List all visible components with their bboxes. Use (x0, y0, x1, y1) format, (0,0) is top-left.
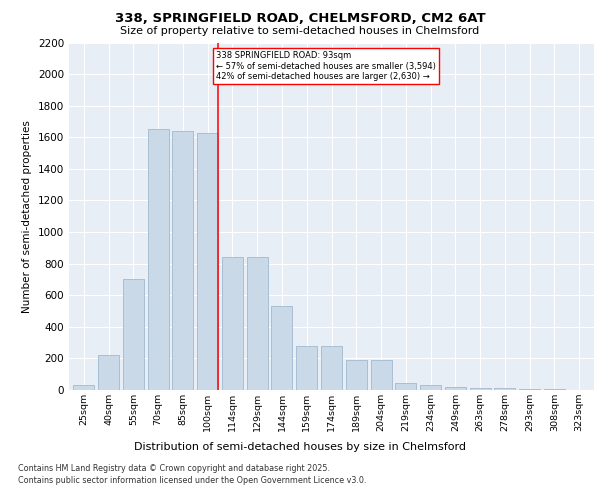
Text: Distribution of semi-detached houses by size in Chelmsford: Distribution of semi-detached houses by … (134, 442, 466, 452)
Bar (172, 131, 193, 390)
Bar (470, 388, 491, 390)
Bar (271, 306, 292, 390)
Bar (395, 383, 416, 390)
Text: 338, SPRINGFIELD ROAD, CHELMSFORD, CM2 6AT: 338, SPRINGFIELD ROAD, CHELMSFORD, CM2 6… (115, 12, 485, 26)
Bar (123, 280, 144, 390)
Bar (222, 258, 243, 390)
Bar (445, 387, 466, 390)
Bar (197, 132, 218, 390)
Bar (148, 130, 169, 390)
Bar (247, 258, 268, 390)
Bar (346, 360, 367, 390)
Bar (98, 355, 119, 390)
Text: Contains public sector information licensed under the Open Government Licence v3: Contains public sector information licen… (18, 476, 367, 485)
Text: Size of property relative to semi-detached houses in Chelmsford: Size of property relative to semi-detach… (121, 26, 479, 36)
Bar (73, 386, 94, 390)
Text: Contains HM Land Registry data © Crown copyright and database right 2025.: Contains HM Land Registry data © Crown c… (18, 464, 330, 473)
Bar (494, 388, 515, 390)
Bar (321, 346, 342, 390)
Bar (544, 389, 565, 390)
Bar (296, 346, 317, 390)
Y-axis label: Number of semi-detached properties: Number of semi-detached properties (22, 120, 32, 312)
Text: 338 SPRINGFIELD ROAD: 93sqm
← 57% of semi-detached houses are smaller (3,594)
42: 338 SPRINGFIELD ROAD: 93sqm ← 57% of sem… (216, 51, 436, 81)
Bar (371, 360, 392, 390)
Bar (519, 388, 540, 390)
Bar (420, 386, 441, 390)
